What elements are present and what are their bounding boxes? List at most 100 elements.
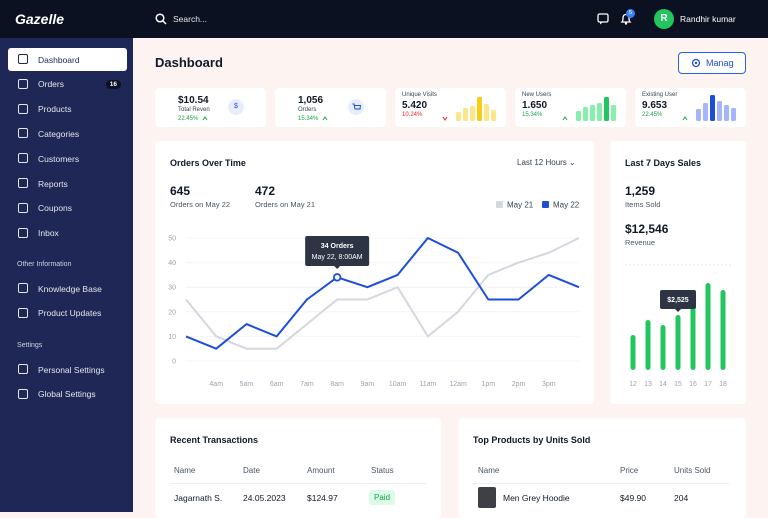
summary-label: Orders on May 22 bbox=[170, 200, 231, 209]
nav-item[interactable]: Dashboard bbox=[8, 48, 127, 71]
nav-item[interactable]: Products bbox=[8, 98, 127, 121]
cart-icon bbox=[352, 103, 361, 109]
stat-change: 15.34% bbox=[298, 116, 319, 122]
nav-item[interactable]: Global Settings bbox=[8, 383, 127, 406]
nav-item[interactable]: Orders 16 bbox=[8, 73, 127, 96]
nav-icon bbox=[18, 78, 28, 89]
page-title: Dashboard bbox=[155, 55, 223, 70]
button-label: Manag bbox=[706, 58, 734, 68]
status-badge: Paid bbox=[369, 490, 396, 505]
nav-item[interactable]: Inbox bbox=[8, 222, 127, 245]
cell: 204 bbox=[674, 493, 689, 503]
stat-label: Unique Visits bbox=[402, 92, 437, 98]
stat-change: 10.24% bbox=[402, 112, 423, 118]
nav-icon bbox=[18, 227, 28, 238]
nav-icon bbox=[18, 153, 28, 164]
products-card: Top Products by Units Sold Name Price Unit… bbox=[458, 418, 746, 518]
stat-card: $10.54 Total Reven 22.45% $ bbox=[155, 88, 266, 127]
stat-label: Total Reven bbox=[178, 107, 210, 113]
section-title: Other Information bbox=[17, 261, 72, 268]
nav-icon bbox=[18, 364, 28, 374]
range-dropdown[interactable]: Last 12 Hours ⌄ bbox=[517, 158, 576, 167]
stat-value: 9.653 bbox=[642, 100, 668, 111]
column-header: Amount bbox=[307, 466, 335, 475]
row-divider bbox=[170, 483, 426, 484]
manage-button[interactable]: Manag bbox=[678, 52, 746, 74]
revenue-value: $12,546 bbox=[625, 222, 669, 236]
chat-icon[interactable] bbox=[597, 13, 609, 25]
nav-label: Global Settings bbox=[38, 389, 96, 400]
nav-label: Knowledge Base bbox=[38, 283, 102, 294]
cell: 24.05.2023 bbox=[243, 493, 286, 503]
nav-icon bbox=[18, 202, 28, 213]
stat-label: Existing User bbox=[642, 92, 678, 98]
sales-card: Last 7 Days Sales 1,259 Items Sold $12,5… bbox=[610, 141, 746, 404]
row-divider bbox=[473, 483, 729, 484]
range-label: Last 12 Hours bbox=[517, 158, 567, 167]
stat-value: 1,056 bbox=[298, 95, 324, 106]
nav-item[interactable]: Product Updates bbox=[8, 302, 127, 325]
stat-label: New Users bbox=[522, 92, 552, 98]
summary-value: 472 bbox=[255, 184, 276, 198]
nav-label: Orders bbox=[38, 79, 64, 90]
column-header: Name bbox=[174, 466, 196, 475]
column-header: Name bbox=[478, 466, 500, 475]
stat-card: 1,056 Orders 15.34% bbox=[275, 88, 386, 127]
search-input[interactable]: Search... bbox=[173, 14, 208, 24]
nav-icon bbox=[18, 307, 28, 318]
nav-icon bbox=[18, 178, 28, 188]
nav-label: Coupons bbox=[38, 203, 73, 214]
nav-icon bbox=[18, 54, 28, 64]
card-title: Last 7 Days Sales bbox=[625, 158, 702, 168]
cell: Men Grey Hoodie bbox=[503, 493, 570, 503]
column-header: Date bbox=[243, 466, 260, 475]
orders-card: Orders Over Time Last 12 Hours ⌄ 645 Ord… bbox=[155, 141, 594, 404]
user-name[interactable]: Randhir kumar bbox=[680, 14, 736, 24]
column-header: Price bbox=[620, 466, 639, 475]
card-title: Top Products by Units Sold bbox=[473, 435, 591, 445]
stat-value: $10.54 bbox=[178, 95, 209, 106]
nav-label: Personal Settings bbox=[38, 364, 105, 375]
revenue-label: Revenue bbox=[625, 238, 656, 247]
column-header: Units Sold bbox=[674, 466, 711, 475]
summary-value: 645 bbox=[170, 184, 191, 198]
nav-item[interactable]: Reports bbox=[8, 172, 127, 195]
nav-label: Inbox bbox=[38, 228, 59, 239]
nav-label: Reports bbox=[38, 178, 68, 189]
stat-value: 1.650 bbox=[522, 100, 548, 111]
cell: $124.97 bbox=[307, 493, 338, 503]
summary-label: Orders on May 21 bbox=[255, 200, 316, 209]
nav-item[interactable]: Coupons bbox=[8, 197, 127, 220]
card-title: Orders Over Time bbox=[170, 158, 246, 168]
nav-item[interactable]: Personal Settings bbox=[8, 358, 127, 381]
nav-item[interactable]: Customers bbox=[8, 147, 127, 170]
items-value: 1,259 bbox=[625, 184, 656, 198]
section-title: Settings bbox=[17, 342, 43, 349]
nav-label: Categories bbox=[38, 128, 80, 139]
stat-change: 22.45% bbox=[178, 116, 199, 122]
cell: Jagarnath S. bbox=[174, 493, 223, 503]
column-header: Status bbox=[371, 466, 394, 475]
nav-badge: 16 bbox=[105, 79, 121, 89]
search-icon bbox=[155, 13, 167, 25]
notification-badge: 5 bbox=[626, 9, 635, 18]
avatar[interactable]: R bbox=[654, 9, 674, 29]
nav-label: Product Updates bbox=[38, 308, 102, 319]
logo: Gazelle bbox=[15, 11, 65, 27]
nav-item[interactable]: Knowledge Base bbox=[8, 277, 127, 300]
top-bar: Gazelle Search... 5 R Randhir kumar bbox=[0, 0, 768, 38]
stat-card: Unique Visits 5.420 10.24% bbox=[395, 88, 506, 127]
nav-icon bbox=[18, 128, 28, 139]
sidebar: Dashboard Orders 16 Products Categories Custo… bbox=[0, 38, 133, 512]
stat-icon: $ bbox=[228, 99, 244, 115]
nav-icon bbox=[18, 103, 28, 114]
transactions-card: Recent Transactions Name Date Amount Status… bbox=[155, 418, 441, 518]
nav-item[interactable]: Categories bbox=[8, 122, 127, 145]
gear-icon bbox=[691, 58, 701, 68]
product-image bbox=[478, 487, 496, 508]
nav-label: Products bbox=[38, 104, 72, 115]
stat-icon bbox=[348, 99, 364, 115]
stat-change: 15.34% bbox=[522, 112, 543, 118]
stat-change: 22.45% bbox=[642, 112, 663, 118]
